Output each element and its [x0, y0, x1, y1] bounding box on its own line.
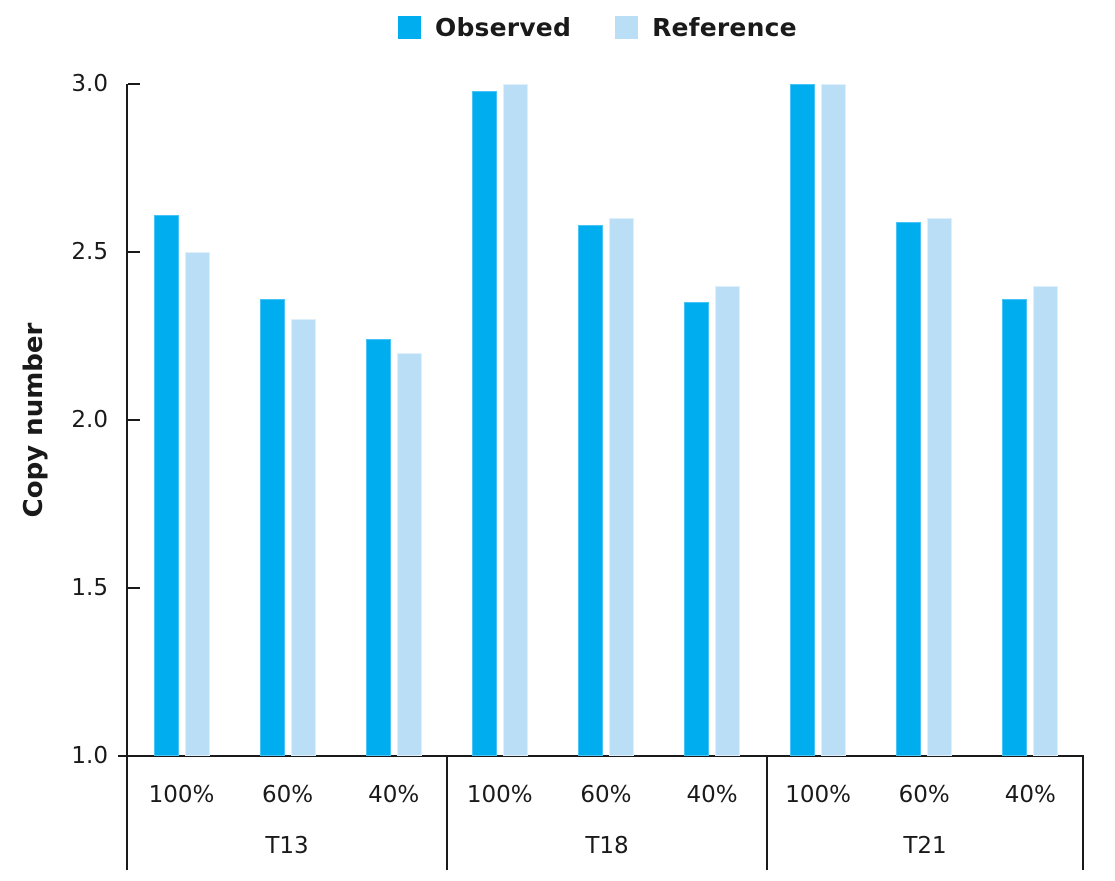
bar-observed-T21-60%	[896, 221, 922, 756]
bar-reference-T13-100%	[184, 252, 210, 756]
y-tick-mark-1.5	[128, 587, 140, 589]
bar-reference-T18-60%	[608, 218, 634, 756]
y-axis-title: Copy number	[19, 322, 49, 518]
y-axis-line	[126, 84, 128, 870]
category-band-divider-0	[446, 756, 448, 870]
bar-reference-T21-100%	[821, 84, 847, 756]
bar-reference-T13-40%	[396, 352, 422, 756]
x-category-label-T21-60%: 60%	[898, 782, 950, 808]
bar-observed-T18-40%	[684, 302, 709, 756]
x-category-label-T18-40%: 40%	[686, 782, 738, 808]
x-axis-line	[126, 755, 1084, 757]
legend: Observed Reference	[398, 13, 797, 42]
y-tick-label: 2.5	[71, 239, 108, 265]
y-tick-label: 1.5	[71, 575, 108, 601]
bar-observed-T18-60%	[577, 225, 603, 756]
bar-observed-T13-60%	[259, 299, 285, 756]
group-label-T18: T18	[585, 833, 629, 859]
y-tick-label: 2.0	[71, 407, 108, 433]
bar-reference-T18-100%	[502, 84, 528, 756]
group-label-T21: T21	[903, 833, 947, 859]
x-category-label-T13-40%: 40%	[368, 782, 420, 808]
reference-series-swatch	[615, 16, 639, 39]
x-category-label-T18-60%: 60%	[580, 782, 632, 808]
x-category-label-T21-40%: 40%	[1004, 782, 1056, 808]
bar-observed-T21-40%	[1002, 299, 1028, 756]
bar-observed-T13-40%	[365, 339, 391, 756]
bar-reference-T18-40%	[715, 285, 740, 756]
bar-observed-T18-100%	[471, 90, 497, 756]
reference-series-label: Reference	[652, 13, 797, 42]
bar-reference-T13-60%	[290, 319, 316, 756]
bar-observed-T21-100%	[790, 84, 816, 756]
legend-item-reference: Reference	[615, 13, 797, 42]
y-tick-mark-2.0	[128, 419, 140, 421]
category-band-divider-2	[1082, 756, 1084, 870]
x-category-label-T13-100%: 100%	[148, 782, 215, 808]
observed-series-label: Observed	[435, 13, 572, 42]
bar-reference-T21-40%	[1033, 285, 1059, 756]
group-label-T13: T13	[265, 833, 309, 859]
observed-series-swatch	[398, 16, 421, 39]
x-category-label-T21-100%: 100%	[785, 782, 851, 808]
bar-reference-T21-60%	[927, 218, 953, 756]
legend-item-observed: Observed	[398, 13, 571, 42]
x-category-label-T13-60%: 60%	[262, 782, 314, 808]
y-tick-label: 1.0	[71, 743, 108, 769]
y-tick-mark-3.0	[128, 83, 140, 85]
bar-observed-T13-100%	[153, 215, 179, 756]
category-band-divider-1	[766, 756, 768, 870]
y-tick-mark-1.0-outer	[118, 755, 126, 757]
y-tick-label: 3.0	[71, 71, 108, 97]
x-category-label-T18-100%: 100%	[466, 782, 533, 808]
y-tick-mark-2.5	[128, 251, 140, 253]
